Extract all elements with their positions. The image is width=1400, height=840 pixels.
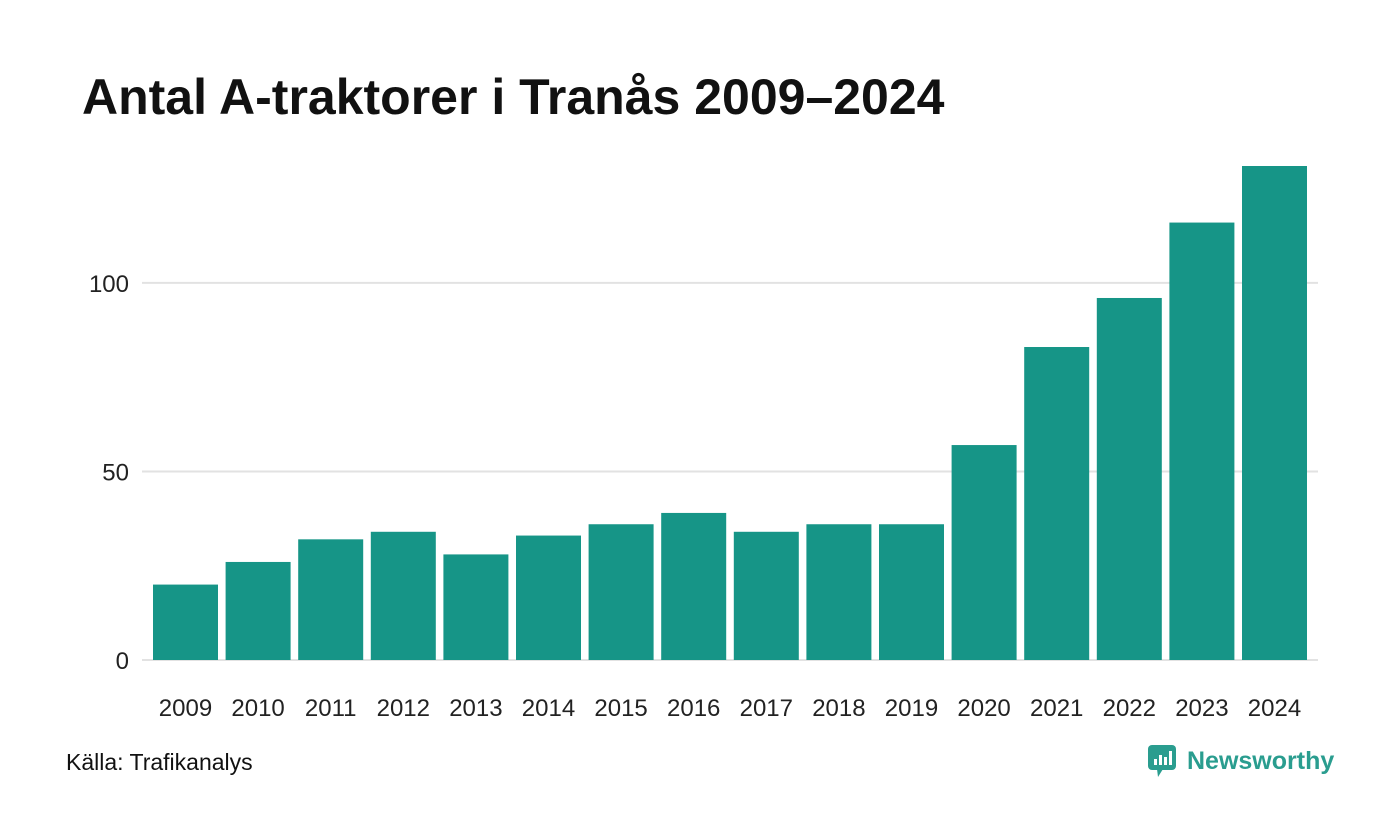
x-tick-label: 2018 [812, 695, 865, 722]
bar-2011 [298, 539, 364, 660]
x-tick-label: 2011 [305, 695, 357, 722]
bar-2019 [879, 524, 944, 660]
bar-2017 [733, 531, 799, 660]
x-tick-label: 2016 [667, 695, 720, 722]
y-tick-label: 0 [116, 648, 129, 675]
bar-2012 [370, 531, 436, 660]
x-axis-ticks: 2009 2010 2011 2012 2013 2014 2015 2016 2017 2018… [159, 695, 1301, 722]
bar-2023 [1169, 222, 1235, 660]
x-tick-label: 2015 [594, 695, 647, 722]
newsworthy-logo-icon [1148, 745, 1176, 777]
x-tick-label: 2017 [740, 695, 793, 722]
y-axis-ticks: 0 50 100 [89, 271, 129, 675]
chart-title: Antal A-traktorer i Tranås 2009–2024 [82, 69, 945, 125]
bar-2021 [1024, 347, 1090, 660]
bar-2020 [951, 445, 1017, 660]
bar-2016 [661, 512, 727, 660]
bar-2009 [153, 584, 218, 660]
x-tick-label: 2023 [1175, 695, 1228, 722]
bar-2018 [806, 524, 872, 660]
bars [153, 166, 1307, 660]
x-tick-label: 2021 [1030, 695, 1083, 722]
x-tick-label: 2009 [159, 695, 212, 722]
source-label: Källa: Trafikanalys [66, 749, 253, 775]
x-tick-label: 2022 [1103, 695, 1156, 722]
bar-2022 [1096, 297, 1162, 660]
x-tick-label: 2020 [957, 695, 1010, 722]
brand-logo: Newsworthy [1147, 744, 1334, 778]
y-tick-label: 100 [89, 271, 129, 298]
brand-name: Newsworthy [1187, 746, 1335, 775]
x-tick-label: 2024 [1248, 695, 1301, 722]
bar-2015 [588, 524, 654, 660]
x-tick-label: 2012 [377, 695, 430, 722]
bar-2024 [1242, 166, 1307, 660]
bar-2013 [443, 554, 509, 660]
bar-2014 [516, 535, 581, 660]
bar-2010 [225, 561, 291, 660]
x-tick-label: 2013 [449, 695, 502, 722]
y-tick-label: 50 [102, 459, 129, 486]
x-tick-label: 2014 [522, 695, 575, 722]
x-tick-label: 2010 [231, 695, 284, 722]
x-tick-label: 2019 [885, 695, 938, 722]
